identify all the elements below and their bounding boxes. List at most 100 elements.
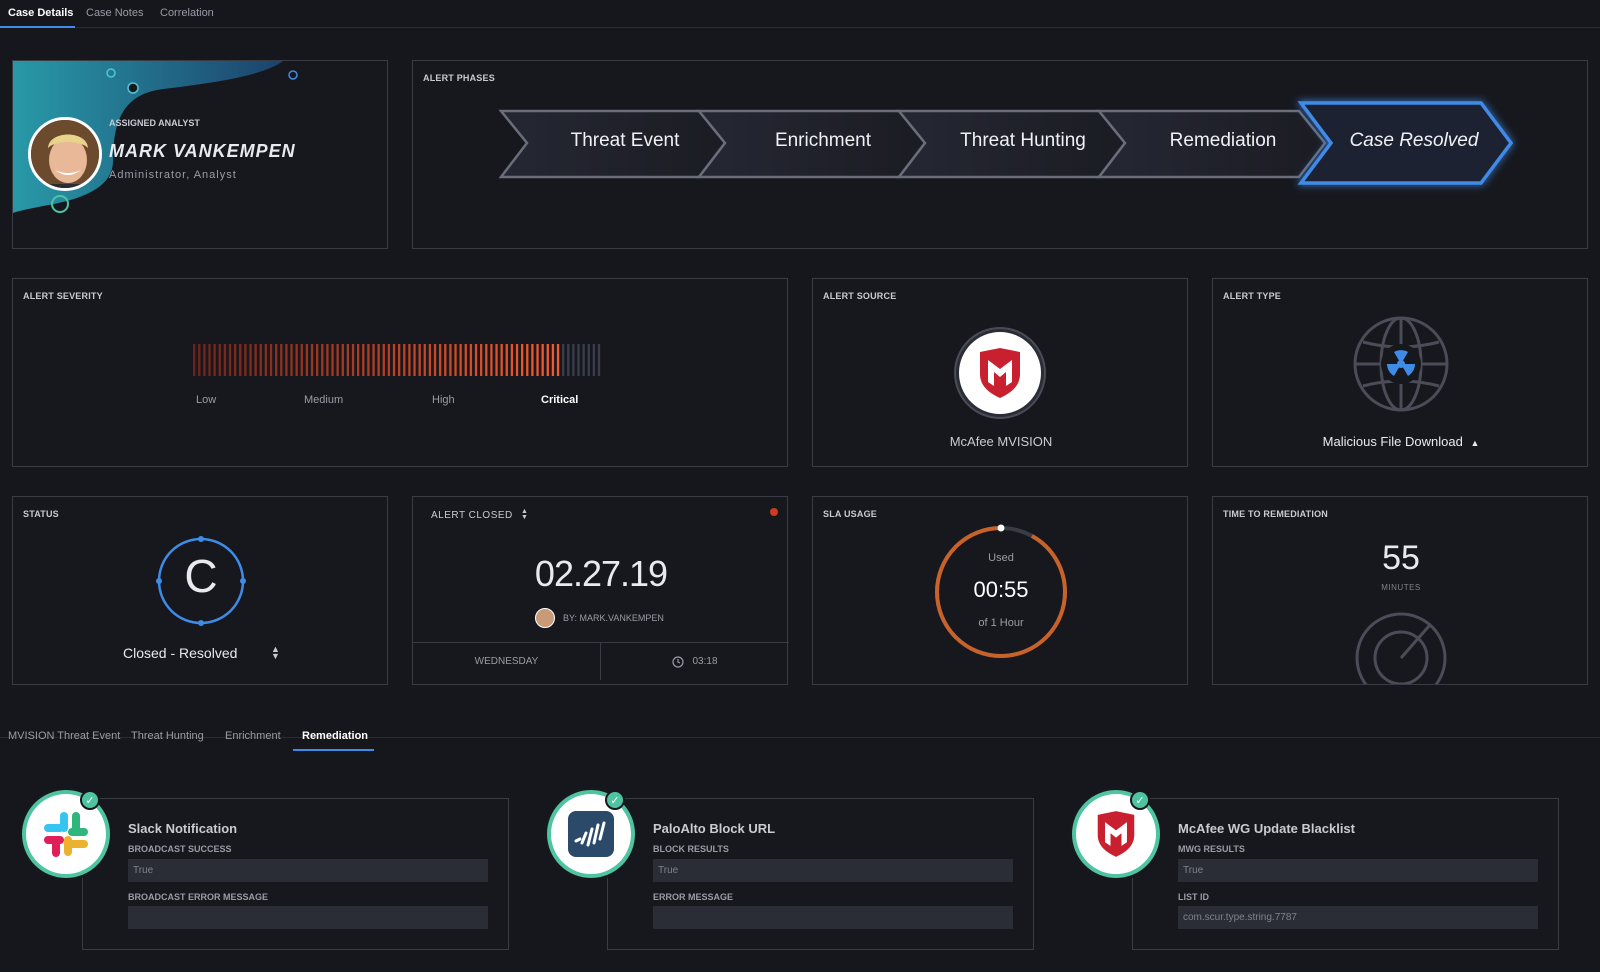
status-value: Closed - Resolved <box>123 645 238 661</box>
severity-bar <box>234 344 237 376</box>
analyst-avatar <box>28 117 102 191</box>
field-label: BROADCAST ERROR MESSAGE <box>128 892 269 902</box>
severity-bar <box>541 344 544 376</box>
severity-bar <box>413 344 416 376</box>
assigned-analyst-label: ASSIGNED ANALYST <box>109 118 200 128</box>
severity-bar <box>331 344 334 376</box>
phase-threat-event[interactable]: Threat Event <box>570 130 680 151</box>
severity-bar <box>264 344 268 376</box>
severity-bar <box>357 344 360 376</box>
severity-bar <box>326 344 329 376</box>
severity-bar <box>321 344 324 376</box>
analyst-name: MARK VANKEMPEN <box>109 141 296 161</box>
severity-bar <box>459 344 462 376</box>
tab-threat-hunting[interactable]: Threat Hunting <box>131 730 204 742</box>
severity-bar <box>464 344 467 376</box>
severity-bar <box>495 344 498 376</box>
tab-correlation[interactable]: Correlation <box>160 7 214 19</box>
analyst-panel: ASSIGNED ANALYST MARK VANKEMPEN Administ… <box>12 60 388 249</box>
severity-bar <box>526 344 529 376</box>
severity-bar <box>367 344 370 376</box>
severity-bar <box>556 344 560 376</box>
tab-case-details[interactable]: Case Details <box>8 7 74 19</box>
phase-case-resolved[interactable]: Case Resolved <box>1349 130 1479 151</box>
sla-value: 00:55 <box>973 577 1029 602</box>
severity-bar <box>485 344 488 376</box>
alert-source-panel: ALERT SOURCE McAfee MVISION <box>812 278 1188 467</box>
sla-ring <box>935 524 1067 658</box>
broadcast-error-field[interactable] <box>128 906 488 929</box>
tab-remediation[interactable]: Remediation <box>302 730 369 742</box>
severity-bar <box>310 344 314 376</box>
field-label: BROADCAST SUCCESS <box>128 844 232 854</box>
severity-bar <box>285 344 288 376</box>
phase-enrichment[interactable]: Enrichment <box>774 130 872 151</box>
list-id-field[interactable]: com.scur.type.string.7787 <box>1178 906 1538 929</box>
alert-type-value: Malicious File Download <box>1322 434 1463 449</box>
phase-threat-hunting[interactable]: Threat Hunting <box>960 130 1086 151</box>
closed-time: 03:18 <box>692 656 718 667</box>
mwg-results-field[interactable]: True <box>1178 859 1538 882</box>
severity-bar <box>531 344 534 376</box>
sla-used-label: Used <box>988 552 1014 564</box>
severity-medium-label: Medium <box>304 394 344 406</box>
severity-bar <box>382 344 385 376</box>
severity-bar <box>577 344 580 376</box>
severity-bar <box>336 344 339 376</box>
broadcast-success-field[interactable]: True <box>128 859 488 882</box>
phase-chevrons <box>498 101 1514 185</box>
severity-bar <box>203 344 206 376</box>
alert-severity-panel: ALERT SEVERITY Low Medium High Critical <box>12 278 788 467</box>
remediation-title: Slack Notification <box>128 821 238 836</box>
alert-type-select[interactable]: Malicious File Download ▲ <box>1213 434 1589 449</box>
phase-remediation[interactable]: Remediation <box>1169 130 1277 151</box>
tab-enrichment[interactable]: Enrichment <box>225 730 281 742</box>
analyst-role: Administrator, Analyst <box>109 169 237 181</box>
severity-bar <box>300 344 303 376</box>
severity-bar <box>259 344 262 376</box>
severity-bar <box>449 344 452 376</box>
severity-bar <box>551 344 555 376</box>
block-results-field[interactable]: True <box>653 859 1013 882</box>
severity-bar <box>239 344 242 376</box>
severity-bar <box>428 344 432 376</box>
severity-bar <box>408 344 411 376</box>
severity-bar <box>269 344 273 376</box>
severity-low-label: Low <box>196 394 217 406</box>
severity-bar <box>500 344 503 376</box>
severity-bar <box>592 344 596 376</box>
severity-bar <box>213 344 216 376</box>
severity-bar <box>305 344 309 376</box>
severity-bar <box>198 344 201 376</box>
severity-bar <box>387 344 391 376</box>
status-sort-arrows-icon[interactable]: ▲ ▼ <box>271 644 280 661</box>
severity-bar <box>218 344 221 376</box>
severity-bar <box>521 344 524 376</box>
stopwatch-icon <box>1355 612 1447 684</box>
severity-bar <box>515 344 519 376</box>
closed-by-avatar <box>535 608 555 628</box>
severity-bar <box>372 344 375 376</box>
severity-bar <box>351 344 355 376</box>
check-icon: ✓ <box>80 790 100 810</box>
alert-type-panel: ALERT TYPE Malicious File Download ▲ <box>1212 278 1588 467</box>
tab-case-notes[interactable]: Case Notes <box>86 7 144 19</box>
alert-indicator-dot <box>770 508 778 516</box>
severity-bar <box>510 344 514 376</box>
severity-bar <box>398 344 401 376</box>
status-panel: STATUS C Closed - Resolved ▲ ▼ <box>12 496 388 685</box>
alert-source-name: McAfee MVISION <box>949 434 1053 449</box>
severity-bar <box>223 344 227 376</box>
error-message-field[interactable] <box>653 906 1013 929</box>
tab-mvision-threat-event[interactable]: MVISION Threat Event <box>8 730 121 742</box>
status-letter: C <box>184 550 218 602</box>
check-icon: ✓ <box>605 790 625 810</box>
mcafee-shield-icon <box>956 329 1044 417</box>
severity-bar <box>423 344 426 376</box>
severity-critical-label: Critical <box>541 394 579 406</box>
alert-closed-sort-icon[interactable]: ▲ ▼ <box>521 508 528 521</box>
sla-usage-panel: SLA USAGE Used 00:55 of 1 Hour <box>812 496 1188 685</box>
severity-bar <box>490 344 493 376</box>
severity-bar <box>403 344 406 376</box>
severity-bar <box>474 344 478 376</box>
